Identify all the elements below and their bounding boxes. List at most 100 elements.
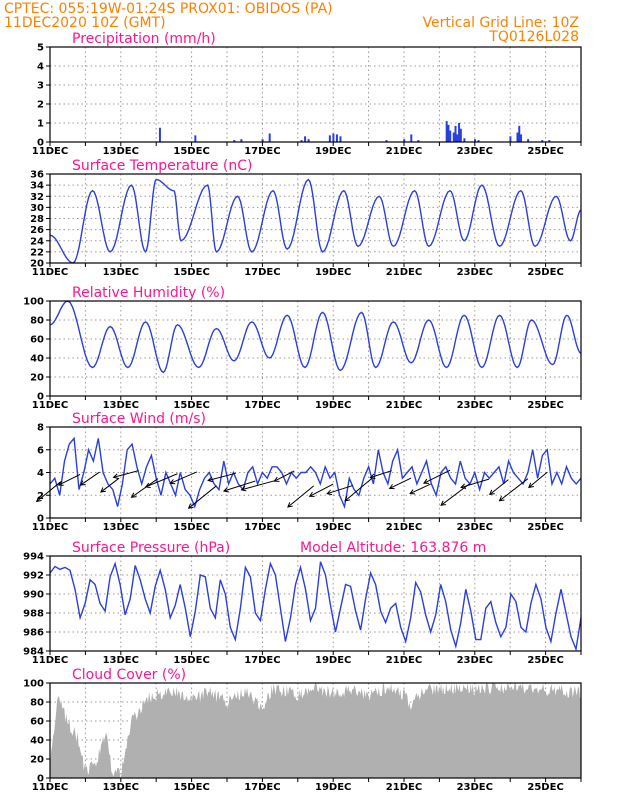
x-tick-label: 17DEC <box>244 146 280 157</box>
wind-arrow-shaft <box>80 471 100 486</box>
x-tick-label: 15DEC <box>173 267 209 278</box>
x-tick-label: 11DEC <box>32 782 68 793</box>
x-tick-label: 25DEC <box>527 782 563 793</box>
y-tick-label: 1 <box>37 119 44 130</box>
y-tick-label: 990 <box>23 590 44 601</box>
x-tick-label: 21DEC <box>386 655 422 666</box>
wind-arrow-head <box>326 489 333 496</box>
wind-arrow-head <box>187 503 194 509</box>
panel-3: Relative Humidity (%) 0 20 40 60 80 100 11DEC 13… <box>23 285 582 411</box>
y-tick-label: 0 <box>37 392 44 403</box>
x-tick-label: 17DEC <box>244 267 280 278</box>
panel-title: Relative Humidity (%) <box>72 285 225 301</box>
precip-bar <box>335 134 338 142</box>
x-tick-label: 17DEC <box>244 782 280 793</box>
panel-frame <box>49 300 582 397</box>
precip-bar <box>477 140 480 142</box>
precip-bar <box>509 136 512 142</box>
y-tick-label: 24 <box>30 236 44 247</box>
header-station-line: CPTEC: 055:19W-01:24S PROX01: OBIDOS (PA… <box>4 1 333 17</box>
wind-arrow-shaft <box>188 485 217 509</box>
y-tick-label: 40 <box>30 736 44 747</box>
precip-bar <box>304 136 307 142</box>
y-tick-label: 5 <box>37 43 44 54</box>
x-tick-label: 11DEC <box>32 655 68 666</box>
y-tick-label: 100 <box>23 297 44 308</box>
y-tick-label: 34 <box>30 181 44 192</box>
y-tick-label: 22 <box>30 247 44 258</box>
wind-arrow-shaft <box>113 470 139 478</box>
x-tick-label: 19DEC <box>315 782 351 793</box>
wind-arrow-head <box>79 480 86 486</box>
y-tick-label: 0 <box>37 138 44 149</box>
wind-arrow-shaft <box>499 478 529 502</box>
precip-bar <box>300 140 303 142</box>
wind-arrow-shaft <box>409 483 431 495</box>
panel-title: Surface Temperature (nC) <box>72 158 253 174</box>
wind-arrow-head <box>207 476 214 483</box>
precip-bar <box>456 134 459 142</box>
y-tick-label: 6 <box>37 445 44 456</box>
x-tick-label: 11DEC <box>32 267 68 278</box>
x-tick-label: 15DEC <box>173 655 209 666</box>
wind-arrow-head <box>222 487 229 493</box>
x-tick-label: 21DEC <box>386 522 422 533</box>
wind-arrow-shaft <box>131 478 159 498</box>
y-tick-label: 0 <box>37 514 44 525</box>
panel-title: Cloud Cover (%) <box>72 667 186 683</box>
y-tick-label: 32 <box>30 192 44 203</box>
wind-arrow-shaft <box>208 472 236 482</box>
precip-bar <box>403 139 406 142</box>
header-code: TQ0126L028 <box>488 29 579 45</box>
precip-bar <box>307 139 310 142</box>
precip-bar <box>463 138 466 142</box>
precip-bar <box>548 140 551 142</box>
y-tick-label: 986 <box>23 628 44 639</box>
x-tick-label: 23DEC <box>457 146 493 157</box>
y-tick-label: 60 <box>30 335 44 346</box>
panel-annotation: Model Altitude: 163.876 m <box>300 540 486 556</box>
precip-bar <box>516 132 519 142</box>
y-tick-label: 4 <box>37 468 44 479</box>
panel-frame <box>49 555 582 652</box>
header-grid-note: Vertical Grid Line: 10Z <box>423 15 579 31</box>
precip-bar <box>240 139 243 142</box>
wind-arrow-shaft <box>440 483 470 506</box>
y-tick-label: 988 <box>23 609 44 620</box>
wind-arrow-shaft <box>326 485 353 495</box>
x-tick-label: 21DEC <box>386 400 422 411</box>
x-tick-label: 23DEC <box>457 782 493 793</box>
panel-frame <box>49 46 582 143</box>
precip-bar <box>233 140 236 142</box>
precip-bar <box>158 127 161 142</box>
precip-bar <box>410 134 413 142</box>
wind-arrow-shaft <box>389 477 412 489</box>
panel-title: Surface Pressure (hPa) <box>72 540 230 556</box>
wind-arrow-shaft <box>460 478 490 488</box>
precip-bar <box>520 134 523 142</box>
wind-arrow-head <box>488 489 495 496</box>
wind-arrow-shaft <box>287 485 315 508</box>
y-tick-label: 80 <box>30 316 44 327</box>
x-tick-label: 21DEC <box>386 146 422 157</box>
x-tick-label: 25DEC <box>527 400 563 411</box>
y-tick-label: 8 <box>37 423 44 434</box>
x-tick-label: 21DEC <box>386 267 422 278</box>
panel-title: Surface Wind (m/s) <box>72 411 206 427</box>
x-tick-label: 25DEC <box>527 146 563 157</box>
series-line <box>49 561 582 652</box>
x-tick-label: 23DEC <box>457 267 493 278</box>
precip-bar <box>339 136 342 142</box>
y-tick-label: 984 <box>23 647 44 658</box>
x-tick-label: 19DEC <box>315 400 351 411</box>
x-tick-label: 13DEC <box>103 782 139 793</box>
y-tick-label: 2 <box>37 100 44 111</box>
precip-bar <box>332 133 335 142</box>
precip-bar <box>445 121 448 142</box>
x-tick-label: 11DEC <box>32 146 68 157</box>
y-tick-label: 36 <box>30 170 44 181</box>
wind-arrow-shaft <box>100 477 120 493</box>
wind-arrow-head <box>240 485 247 492</box>
precip-bar <box>452 132 455 142</box>
